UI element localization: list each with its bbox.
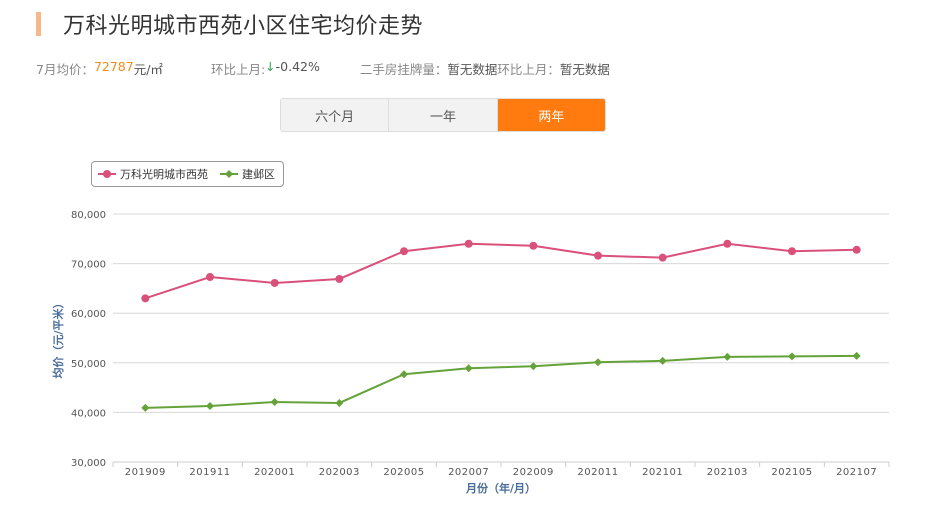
x-tick-label: 202105 xyxy=(771,467,812,478)
legend-item-community[interactable]: 万科光明城市西苑 xyxy=(98,166,208,182)
data-point[interactable] xyxy=(852,351,861,360)
y-tick-label: 70,000 xyxy=(71,260,106,271)
data-point[interactable] xyxy=(788,352,796,361)
y-tick-label: 80,000 xyxy=(71,210,106,221)
mom-value: -0.42% xyxy=(275,59,320,74)
series-line xyxy=(145,354,857,409)
avg-price-value: 72787 xyxy=(93,59,134,74)
period-tabs: 六个月 一年 两年 xyxy=(280,98,606,132)
data-point[interactable] xyxy=(658,356,667,365)
diamond-marker-icon xyxy=(220,170,238,178)
data-point[interactable] xyxy=(594,358,602,367)
x-tick-label: 202107 xyxy=(836,467,877,478)
data-point[interactable] xyxy=(464,239,473,248)
x-tick-label: 202003 xyxy=(319,467,360,478)
data-point[interactable] xyxy=(529,241,538,250)
legend-label-community: 万科光明城市西苑 xyxy=(120,168,208,181)
chart-legend: 万科光明城市西苑 建邺区 xyxy=(91,161,284,187)
x-tick-label: 202007 xyxy=(448,467,489,478)
data-point[interactable] xyxy=(788,247,796,256)
y-tick-label: 50,000 xyxy=(71,359,106,370)
listing-mom-label: 环比上月： xyxy=(497,62,560,77)
data-point[interactable] xyxy=(206,401,214,410)
x-axis-title: 月份（年/月） xyxy=(465,481,536,495)
data-point[interactable] xyxy=(464,364,473,373)
data-point[interactable] xyxy=(141,294,150,303)
avg-price-label: 7月均价： xyxy=(36,62,94,77)
title-bar: 万科光明城市西苑小区住宅均价走势 xyxy=(36,10,424,39)
down-arrow-icon: ↓ xyxy=(265,59,276,74)
title-accent-bar xyxy=(36,12,41,36)
data-point[interactable] xyxy=(529,362,538,371)
y-tick-label: 60,000 xyxy=(71,309,106,320)
x-tick-label: 202103 xyxy=(707,467,748,478)
data-point[interactable] xyxy=(723,352,732,361)
mom-label: 环比上月: xyxy=(210,62,266,77)
page-title: 万科光明城市西苑小区住宅均价走势 xyxy=(63,14,424,39)
legend-label-district: 建邺区 xyxy=(242,168,275,181)
x-tick-label: 202005 xyxy=(383,467,424,478)
x-tick-label: 201909 xyxy=(125,467,166,478)
data-point[interactable] xyxy=(658,253,667,262)
x-tick-label: 202001 xyxy=(254,467,295,478)
y-axis-title: 均价（元/平米） xyxy=(51,297,65,378)
avg-price-unit: 元/㎡ xyxy=(133,62,163,77)
tab-two-years[interactable]: 两年 xyxy=(497,99,605,131)
x-tick-label: 202011 xyxy=(577,467,618,478)
data-point[interactable] xyxy=(335,274,344,283)
circle-marker-icon xyxy=(98,170,116,178)
data-point[interactable] xyxy=(723,239,732,248)
series-line xyxy=(145,242,857,300)
data-point[interactable] xyxy=(852,245,861,254)
listing-mom-value: 暂无数据 xyxy=(559,62,610,77)
x-tick-label: 201911 xyxy=(189,467,230,478)
listing-label: 二手房挂牌量： xyxy=(359,62,448,77)
tab-one-year[interactable]: 一年 xyxy=(389,99,498,131)
data-point[interactable] xyxy=(141,403,150,412)
data-point[interactable] xyxy=(400,247,408,256)
y-tick-label: 40,000 xyxy=(71,408,106,419)
tab-six-months[interactable]: 六个月 xyxy=(281,99,390,131)
x-tick-label: 202101 xyxy=(642,467,683,478)
data-point[interactable] xyxy=(335,398,344,407)
data-point[interactable] xyxy=(206,272,214,281)
y-tick-label: 30,000 xyxy=(71,458,106,469)
data-point[interactable] xyxy=(594,251,602,260)
data-point[interactable] xyxy=(270,278,279,287)
data-point[interactable] xyxy=(270,397,279,406)
data-point[interactable] xyxy=(400,370,408,379)
listing-value: 暂无数据 xyxy=(447,62,498,77)
stats-row: 7月均价： 72787 元/㎡ 环比上月: ↓ -0.42% 二手房挂牌量： 暂… xyxy=(36,59,610,78)
legend-item-district[interactable]: 建邺区 xyxy=(220,166,275,182)
x-tick-label: 202009 xyxy=(513,467,554,478)
